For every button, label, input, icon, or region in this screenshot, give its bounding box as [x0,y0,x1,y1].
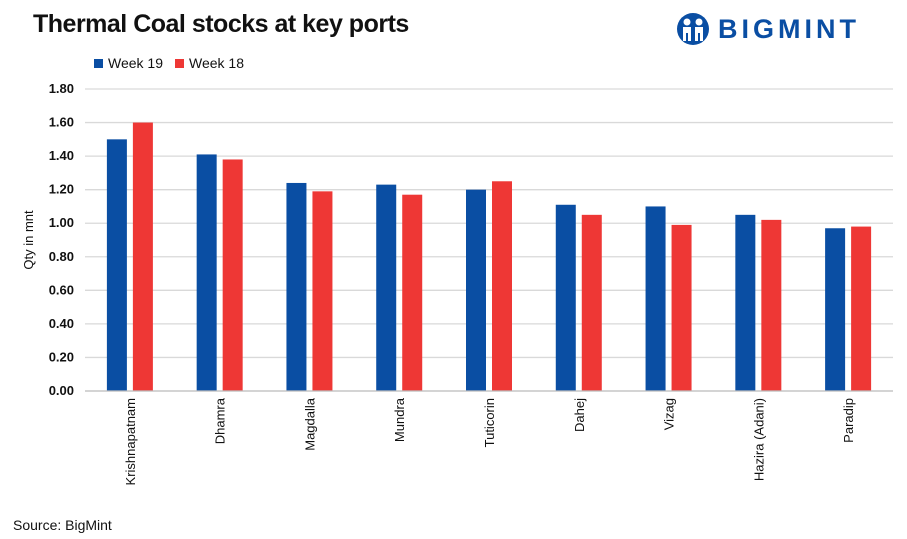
bar-week-18 [851,226,872,391]
bar-week-19 [376,184,397,391]
bar-week-18 [402,194,423,391]
x-tick-label: Vizag [662,398,677,430]
bigmint-logo: BIGMINT [676,12,860,46]
bar-week-18 [581,214,602,391]
bar-week-19 [196,154,217,391]
bar-week-18 [761,219,782,391]
legend: Week 19 Week 18 [94,55,244,71]
legend-label: Week 19 [108,55,163,71]
y-tick-label: 0.20 [49,349,74,364]
legend-item-week-19: Week 19 [94,55,163,71]
x-tick-label: Dhamra [213,397,228,444]
chart-title: Thermal Coal stocks at key ports [33,10,409,38]
y-axis-label: Qty in mnt [21,210,36,270]
y-tick-label: 0.40 [49,316,74,331]
x-tick-label: Tuticorin [482,398,497,447]
bar-week-19 [555,204,576,391]
y-tick-label: 1.60 [49,115,74,130]
x-tick-label: Paradip [841,398,856,443]
y-tick-label: 1.00 [49,215,74,230]
y-tick-label: 0.80 [49,249,74,264]
x-tick-label: Krishnapatnam [123,398,138,485]
x-tick-label: Dahej [572,398,587,432]
legend-label: Week 18 [189,55,244,71]
x-tick-label: Hazira (Adani) [751,398,766,481]
bar-week-19 [466,189,486,391]
bar-week-19 [735,214,756,391]
legend-item-week-18: Week 18 [175,55,244,71]
y-tick-label: 0.60 [49,282,74,297]
y-tick-label: 0.00 [49,383,74,398]
source-note: Source: BigMint [13,517,112,533]
legend-swatch [94,58,103,68]
bar-week-19 [106,139,127,391]
logo-text: BIGMINT [718,13,860,44]
y-tick-label: 1.20 [49,182,74,197]
bar-week-19 [286,182,307,391]
bar-week-18 [671,224,692,391]
bar-week-18 [222,159,243,391]
bar-week-18 [132,122,153,392]
y-tick-label: 1.40 [49,148,74,163]
x-tick-label: Magdalla [302,397,317,451]
bar-week-18 [312,191,333,391]
legend-swatch [175,58,184,68]
bar-week-19 [645,206,666,391]
y-tick-label: 1.80 [49,81,74,96]
bar-week-18 [492,181,512,391]
bar-week-19 [825,228,846,391]
x-tick-label: Mundra [392,397,407,442]
logo-people-icon [677,13,709,45]
